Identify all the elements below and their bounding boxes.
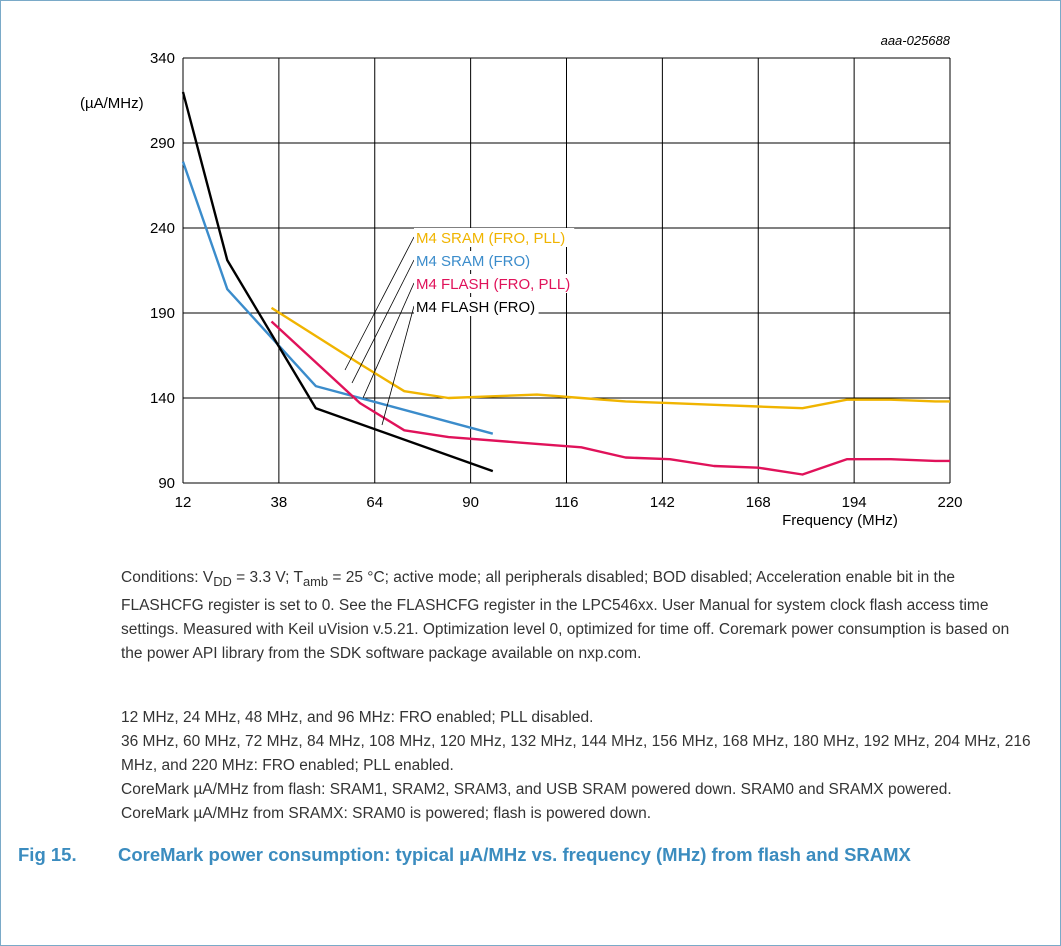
legend-leader-line — [351, 259, 415, 384]
legend-leader-line — [344, 236, 415, 371]
chart-tick-labels: 12 38 64 90 116 142 168 194 220 90 140 190 240 290 340 — [150, 50, 963, 511]
figure-title: CoreMark power consumption: typical µA/M… — [118, 844, 911, 865]
legend-label: M4 FLASH (FRO, PLL) — [416, 276, 570, 293]
note-line: CoreMark µA/MHz from SRAMX: SRAM0 is pow… — [121, 805, 652, 822]
conditions-vdd-value: = 3.3 V; T — [231, 569, 303, 586]
legend-label-background — [414, 228, 575, 247]
figure-number: Fig 15. — [18, 844, 77, 865]
legend-leader-line — [381, 305, 415, 426]
y-tick-label: 340 — [150, 50, 175, 67]
conditions-body: = 25 °C; active mode; all peripherals di… — [121, 569, 1010, 663]
y-tick-label: 140 — [150, 390, 175, 407]
chart-grid — [182, 57, 951, 484]
x-tick-label: 90 — [462, 494, 479, 511]
series-line — [181, 161, 494, 435]
y-tick-label: 190 — [150, 305, 175, 322]
series-line — [270, 320, 950, 476]
y-tick-label: 240 — [150, 220, 175, 237]
x-tick-label: 64 — [366, 494, 383, 511]
conditions-text: Conditions: VDD = 3.3 V; Tamb = 25 °C; a… — [121, 566, 1021, 666]
chart-series — [181, 91, 950, 476]
legend-label: M4 SRAM (FRO, PLL) — [416, 230, 565, 247]
figure-caption: Fig 15. CoreMark power consumption: typi… — [18, 842, 1038, 868]
y-axis-label: (µA/MHz) — [80, 95, 144, 112]
y-tick-label: 290 — [150, 135, 175, 152]
legend-label-background — [414, 251, 530, 270]
x-axis-label: Frequency (MHz) — [782, 512, 898, 529]
figure-reference: aaa-025688 — [881, 33, 951, 48]
legend-label: M4 SRAM (FRO) — [416, 253, 530, 270]
chart-legend: M4 SRAM (FRO, PLL) M4 SRAM (FRO) M4 FLASH … — [344, 228, 584, 426]
y-tick-label: 90 — [158, 475, 175, 492]
note-line: 12 MHz, 24 MHz, 48 MHz, and 96 MHz: FRO … — [121, 709, 594, 726]
series-line — [270, 306, 950, 410]
conditions-prefix: Conditions: V — [121, 569, 214, 586]
tamb-subscript: amb — [302, 574, 329, 590]
series-line — [181, 91, 494, 473]
x-tick-label: 142 — [650, 494, 675, 511]
x-tick-label: 168 — [746, 494, 771, 511]
x-tick-label: 38 — [271, 494, 288, 511]
x-tick-label: 116 — [555, 494, 579, 511]
x-tick-label: 12 — [175, 494, 192, 511]
legend-label-background — [414, 274, 584, 293]
vdd-subscript: DD — [213, 574, 232, 590]
notes: 12 MHz, 24 MHz, 48 MHz, and 96 MHz: FRO … — [121, 706, 1031, 826]
note-line: CoreMark µA/MHz from flash: SRAM1, SRAM2… — [121, 781, 952, 798]
chart: 12 38 64 90 116 142 168 194 220 90 140 190 240 290 340… — [80, 33, 963, 529]
x-tick-label: 194 — [842, 494, 867, 511]
x-tick-label: 220 — [937, 494, 962, 511]
legend-label-background — [414, 297, 539, 316]
note-line: 36 MHz, 60 MHz, 72 MHz, 84 MHz, 108 MHz,… — [121, 733, 1031, 774]
legend-label: M4 FLASH (FRO) — [416, 299, 535, 316]
legend-leader-line — [362, 282, 415, 399]
